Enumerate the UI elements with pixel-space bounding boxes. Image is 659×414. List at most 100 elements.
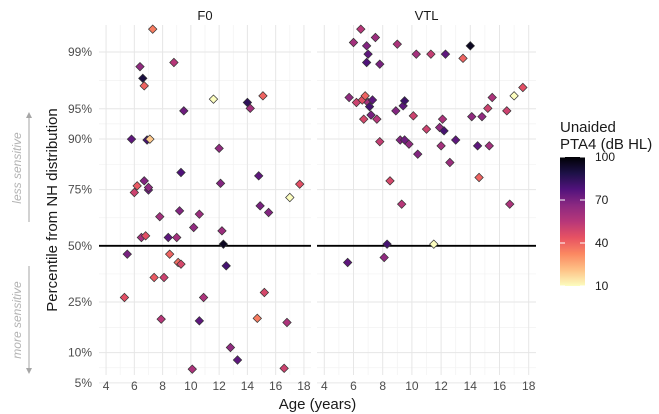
- x-tick-label: 18: [297, 379, 311, 393]
- data-point: [379, 252, 389, 263]
- data-point: [159, 272, 169, 283]
- legend-title-line1: Unaided: [560, 119, 616, 136]
- colorbar-tick-label: 70: [595, 193, 609, 207]
- data-point: [359, 114, 369, 124]
- data-point: [255, 201, 265, 211]
- data-point: [187, 364, 197, 374]
- data-point: [467, 111, 477, 122]
- data-point: [361, 57, 372, 68]
- data-point: [375, 136, 385, 147]
- x-axis-label: Age (years): [279, 396, 357, 413]
- colorbar-tick-label: 100: [595, 150, 615, 164]
- data-point: [176, 167, 186, 178]
- colorbar-legend: Unaided PTA4 (dB HL) 10 40 70 100: [560, 119, 652, 293]
- data-point: [294, 179, 305, 189]
- data-point: [344, 92, 354, 103]
- data-point: [282, 317, 292, 328]
- panel-title-f0: F0: [197, 8, 212, 23]
- y-tick-label: 5%: [75, 376, 93, 390]
- data-point: [404, 139, 414, 149]
- data-point: [487, 92, 497, 103]
- x-axis: 4 6 8 10 12 14 16 18 4 6 8 10 12 14 16 18: [103, 379, 536, 393]
- y-axis: 5% 10% 25% 50% 75% 90% 95% 99%: [68, 45, 92, 390]
- y-axis-label: Percentile from NH distribution: [44, 108, 61, 311]
- data-point: [399, 96, 410, 106]
- data-point: [356, 24, 366, 34]
- y-tick-label: 50%: [68, 239, 92, 253]
- data-point: [225, 342, 236, 353]
- data-point: [215, 178, 226, 189]
- data-point: [194, 316, 205, 326]
- y-tick-label: 90%: [68, 132, 92, 146]
- data-point: [458, 53, 468, 64]
- data-point: [148, 24, 158, 34]
- more-sensitive-label: more sensitive: [10, 281, 24, 359]
- x-tick-label: 14: [464, 379, 478, 393]
- data-point: [198, 292, 209, 303]
- colorbar-ticks: 10 40 70 100: [560, 150, 615, 293]
- data-point: [176, 259, 186, 269]
- data-point: [518, 82, 528, 93]
- data-point: [440, 49, 451, 59]
- y-tick-label: 99%: [68, 45, 92, 59]
- data-point: [366, 110, 376, 120]
- data-point: [483, 103, 493, 114]
- data-point: [364, 101, 375, 112]
- data-point: [465, 41, 475, 51]
- panel-f0: [99, 24, 311, 384]
- x-tick-label: 6: [350, 379, 357, 393]
- data-point: [139, 81, 149, 91]
- x-tick-label: 8: [159, 379, 166, 393]
- data-point: [502, 106, 512, 116]
- data-point: [163, 232, 173, 243]
- side-annotations: less sensitive more sensitive: [10, 112, 32, 374]
- data-point: [439, 126, 449, 136]
- data-point: [474, 172, 484, 183]
- data-point: [477, 111, 487, 122]
- less-sensitive-label: less sensitive: [10, 132, 24, 204]
- x-tick-label: 4: [103, 379, 110, 393]
- data-point: [509, 91, 519, 101]
- data-point: [145, 134, 155, 144]
- panel-title-vtl: VTL: [415, 8, 439, 23]
- x-tick-label: 14: [241, 379, 255, 393]
- data-point: [149, 272, 159, 283]
- data-point: [132, 181, 142, 191]
- data-point: [258, 91, 268, 101]
- x-tick-label: 4: [321, 379, 328, 393]
- legend-title-line2: PTA4 (dB HL): [560, 136, 652, 153]
- data-point: [421, 124, 432, 134]
- data-point: [139, 176, 149, 186]
- data-point: [208, 94, 219, 104]
- data-point: [472, 141, 483, 151]
- data-point: [221, 261, 231, 271]
- data-point: [367, 95, 378, 105]
- data-point: [413, 149, 423, 159]
- x-tick-label: 16: [269, 379, 283, 393]
- x-tick-label: 10: [405, 379, 419, 393]
- x-tick-label: 10: [184, 379, 198, 393]
- data-point: [232, 355, 243, 365]
- data-point: [426, 49, 436, 59]
- data-point: [437, 114, 448, 124]
- data-point: [370, 32, 381, 43]
- data-point: [140, 231, 151, 241]
- data-point: [214, 143, 224, 154]
- colorbar-tick-label: 40: [595, 236, 609, 250]
- data-point: [252, 313, 262, 324]
- data-point: [169, 57, 179, 68]
- data-point: [429, 239, 439, 249]
- data-point: [217, 226, 227, 236]
- data-point: [382, 239, 392, 249]
- data-point: [126, 134, 137, 144]
- x-tick-label: 18: [522, 379, 536, 393]
- data-point: [188, 222, 199, 233]
- data-point: [372, 114, 382, 124]
- data-point: [138, 73, 148, 84]
- x-tick-label: 8: [379, 379, 386, 393]
- x-tick-label: 12: [212, 379, 226, 393]
- data-point: [179, 106, 189, 116]
- y-tick-label: 95%: [68, 102, 92, 116]
- data-point: [245, 103, 255, 114]
